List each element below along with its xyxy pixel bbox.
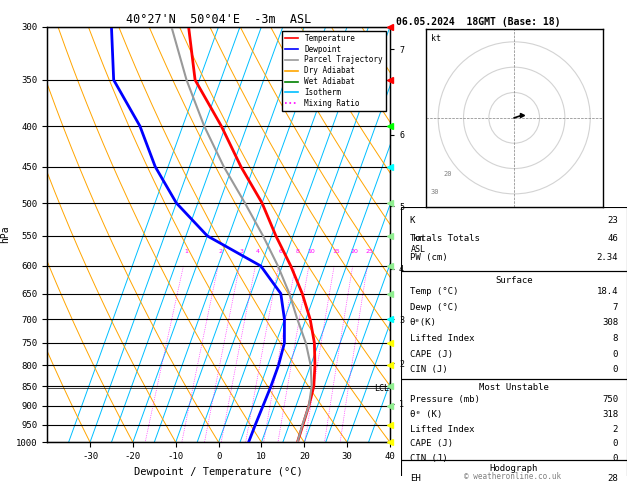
Text: 3: 3 — [240, 249, 244, 254]
Text: Totals Totals: Totals Totals — [409, 234, 479, 243]
Title: 40°27'N  50°04'E  -3m  ASL: 40°27'N 50°04'E -3m ASL — [126, 13, 311, 26]
Text: 30: 30 — [431, 189, 439, 195]
Text: 750: 750 — [602, 395, 618, 404]
Text: kt: kt — [431, 34, 440, 43]
Text: 23: 23 — [608, 216, 618, 226]
Text: PW (cm): PW (cm) — [409, 253, 447, 261]
Text: 2: 2 — [613, 425, 618, 434]
Text: 8: 8 — [613, 334, 618, 343]
Text: 318: 318 — [602, 410, 618, 419]
Text: 1: 1 — [184, 249, 188, 254]
Text: CIN (J): CIN (J) — [409, 365, 447, 374]
Text: 7: 7 — [613, 303, 618, 312]
Text: CAPE (J): CAPE (J) — [409, 349, 453, 359]
Text: 8: 8 — [296, 249, 299, 254]
Legend: Temperature, Dewpoint, Parcel Trajectory, Dry Adiabat, Wet Adiabat, Isotherm, Mi: Temperature, Dewpoint, Parcel Trajectory… — [282, 31, 386, 111]
Text: 46: 46 — [608, 234, 618, 243]
Text: 20: 20 — [443, 171, 452, 177]
Text: CAPE (J): CAPE (J) — [409, 439, 453, 449]
Text: Most Unstable: Most Unstable — [479, 383, 549, 393]
Text: 4: 4 — [256, 249, 260, 254]
Text: 28: 28 — [608, 474, 618, 484]
Text: θᵉ (K): θᵉ (K) — [409, 410, 442, 419]
Text: 06.05.2024  18GMT (Base: 18): 06.05.2024 18GMT (Base: 18) — [396, 17, 560, 27]
Text: Lifted Index: Lifted Index — [409, 334, 474, 343]
Text: © weatheronline.co.uk: © weatheronline.co.uk — [464, 472, 561, 481]
Text: CIN (J): CIN (J) — [409, 454, 447, 463]
Text: Lifted Index: Lifted Index — [409, 425, 474, 434]
Bar — [401, 379, 627, 460]
X-axis label: Dewpoint / Temperature (°C): Dewpoint / Temperature (°C) — [134, 467, 303, 477]
Text: K: K — [409, 216, 415, 226]
Text: LCL: LCL — [374, 383, 389, 393]
Bar — [401, 207, 627, 271]
Text: 15: 15 — [332, 249, 340, 254]
Text: Surface: Surface — [495, 276, 533, 285]
Text: 6: 6 — [279, 249, 282, 254]
Y-axis label: km
ASL: km ASL — [410, 235, 425, 254]
Text: 308: 308 — [602, 318, 618, 327]
Text: Hodograph: Hodograph — [490, 465, 538, 473]
Text: 10: 10 — [307, 249, 315, 254]
Text: 2.34: 2.34 — [596, 253, 618, 261]
Text: Temp (°C): Temp (°C) — [409, 287, 458, 296]
Text: 0: 0 — [613, 439, 618, 449]
Bar — [401, 271, 627, 379]
Text: 0: 0 — [613, 365, 618, 374]
Text: 18.4: 18.4 — [596, 287, 618, 296]
Text: 25: 25 — [365, 249, 373, 254]
Y-axis label: hPa: hPa — [1, 226, 11, 243]
Text: Pressure (mb): Pressure (mb) — [409, 395, 479, 404]
Text: 2: 2 — [219, 249, 223, 254]
Text: 0: 0 — [613, 349, 618, 359]
Text: θᵉ(K): θᵉ(K) — [409, 318, 437, 327]
Text: 20: 20 — [351, 249, 359, 254]
Text: EH: EH — [409, 474, 420, 484]
Text: 0: 0 — [613, 454, 618, 463]
Bar — [401, 460, 627, 486]
Text: Dewp (°C): Dewp (°C) — [409, 303, 458, 312]
